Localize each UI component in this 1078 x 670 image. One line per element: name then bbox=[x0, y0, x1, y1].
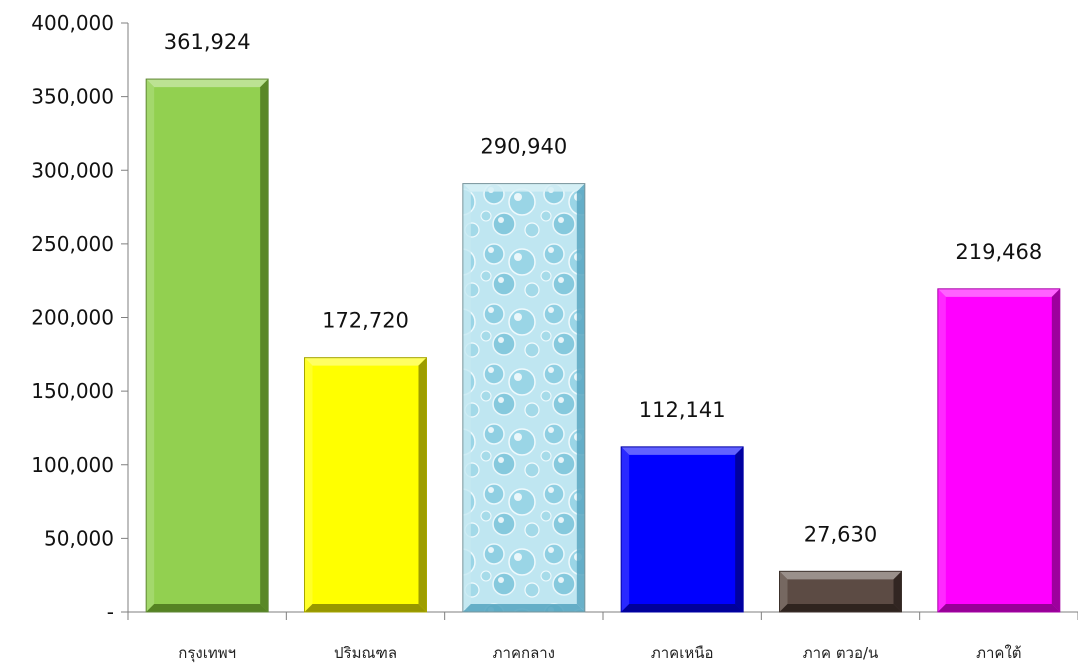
bar-outline bbox=[145, 78, 269, 613]
y-tick-label: 350,000 bbox=[31, 85, 114, 109]
y-tick-label: 50,000 bbox=[44, 526, 114, 550]
data-label: 27,630 bbox=[804, 522, 877, 546]
bar-bevel-top bbox=[937, 288, 1060, 297]
y-tick-label: 300,000 bbox=[31, 158, 114, 182]
data-label: 219,468 bbox=[955, 240, 1042, 264]
bar-outline bbox=[937, 288, 1061, 613]
bar-bevel-left bbox=[304, 357, 313, 612]
bar-face bbox=[462, 183, 585, 612]
bar-bevel-left bbox=[937, 288, 946, 612]
bar-bevel-top bbox=[304, 357, 427, 366]
bar-face bbox=[937, 288, 1060, 612]
x-tick-label: ภาคกลาง bbox=[493, 644, 555, 662]
bar-bevel-bottom bbox=[304, 604, 427, 612]
bar-bevel-top bbox=[779, 571, 902, 580]
x-tick-label: ภาค ตวอ/น bbox=[803, 644, 879, 662]
bar-bevel-left bbox=[779, 571, 788, 612]
x-tick-label: ปริมณฑล bbox=[334, 644, 397, 662]
bar-outline bbox=[620, 446, 744, 613]
bar-bevel-left bbox=[621, 446, 630, 612]
bar-face bbox=[304, 357, 427, 612]
bar-bevel-bottom bbox=[146, 604, 269, 612]
data-label: 290,940 bbox=[480, 135, 567, 159]
y-tick-label: 100,000 bbox=[31, 453, 114, 477]
bar-bevel-right bbox=[735, 446, 744, 612]
bar-bevel-bottom bbox=[621, 604, 744, 612]
bar-face bbox=[146, 79, 269, 613]
y-tick-label: 200,000 bbox=[31, 306, 114, 330]
y-tick-label: 150,000 bbox=[31, 379, 114, 403]
x-tick-label: ภาคเหนือ bbox=[651, 644, 714, 662]
bar-bevel-right bbox=[260, 79, 269, 613]
bar bbox=[462, 183, 586, 613]
bar-outline bbox=[304, 357, 427, 613]
bar-bevel-bottom bbox=[462, 604, 585, 612]
bar-bevel-top bbox=[146, 79, 269, 88]
bar-outline bbox=[779, 570, 902, 613]
bar-bevel-left bbox=[462, 183, 471, 612]
x-tick-label: กรุงเทพฯ bbox=[178, 644, 236, 663]
y-tick-label: 250,000 bbox=[31, 232, 114, 256]
bar-bevel-bottom bbox=[779, 604, 902, 612]
data-label: 172,720 bbox=[322, 309, 409, 333]
y-tick-label: - bbox=[107, 600, 114, 624]
bar bbox=[304, 357, 427, 613]
bar bbox=[620, 446, 744, 613]
data-label: 112,141 bbox=[639, 398, 726, 422]
y-tick-label: 400,000 bbox=[31, 11, 114, 35]
bar-bevel-top bbox=[462, 183, 585, 192]
bar bbox=[145, 78, 269, 613]
x-tick-label: ภาคใต้ bbox=[976, 644, 1021, 662]
bar-bevel-left bbox=[146, 79, 155, 613]
bar-outline bbox=[462, 183, 586, 613]
bar-bevel-bottom bbox=[937, 604, 1060, 612]
bar-bevel-top bbox=[621, 446, 744, 455]
bar-bevel-right bbox=[576, 183, 585, 612]
data-label: 361,924 bbox=[164, 30, 251, 54]
bar-bevel-right bbox=[1051, 288, 1060, 612]
bar-face bbox=[621, 446, 744, 612]
bar-bevel-right bbox=[893, 571, 902, 612]
bar-bevel-right bbox=[418, 357, 427, 612]
bar bbox=[937, 288, 1061, 613]
bar bbox=[779, 570, 902, 613]
